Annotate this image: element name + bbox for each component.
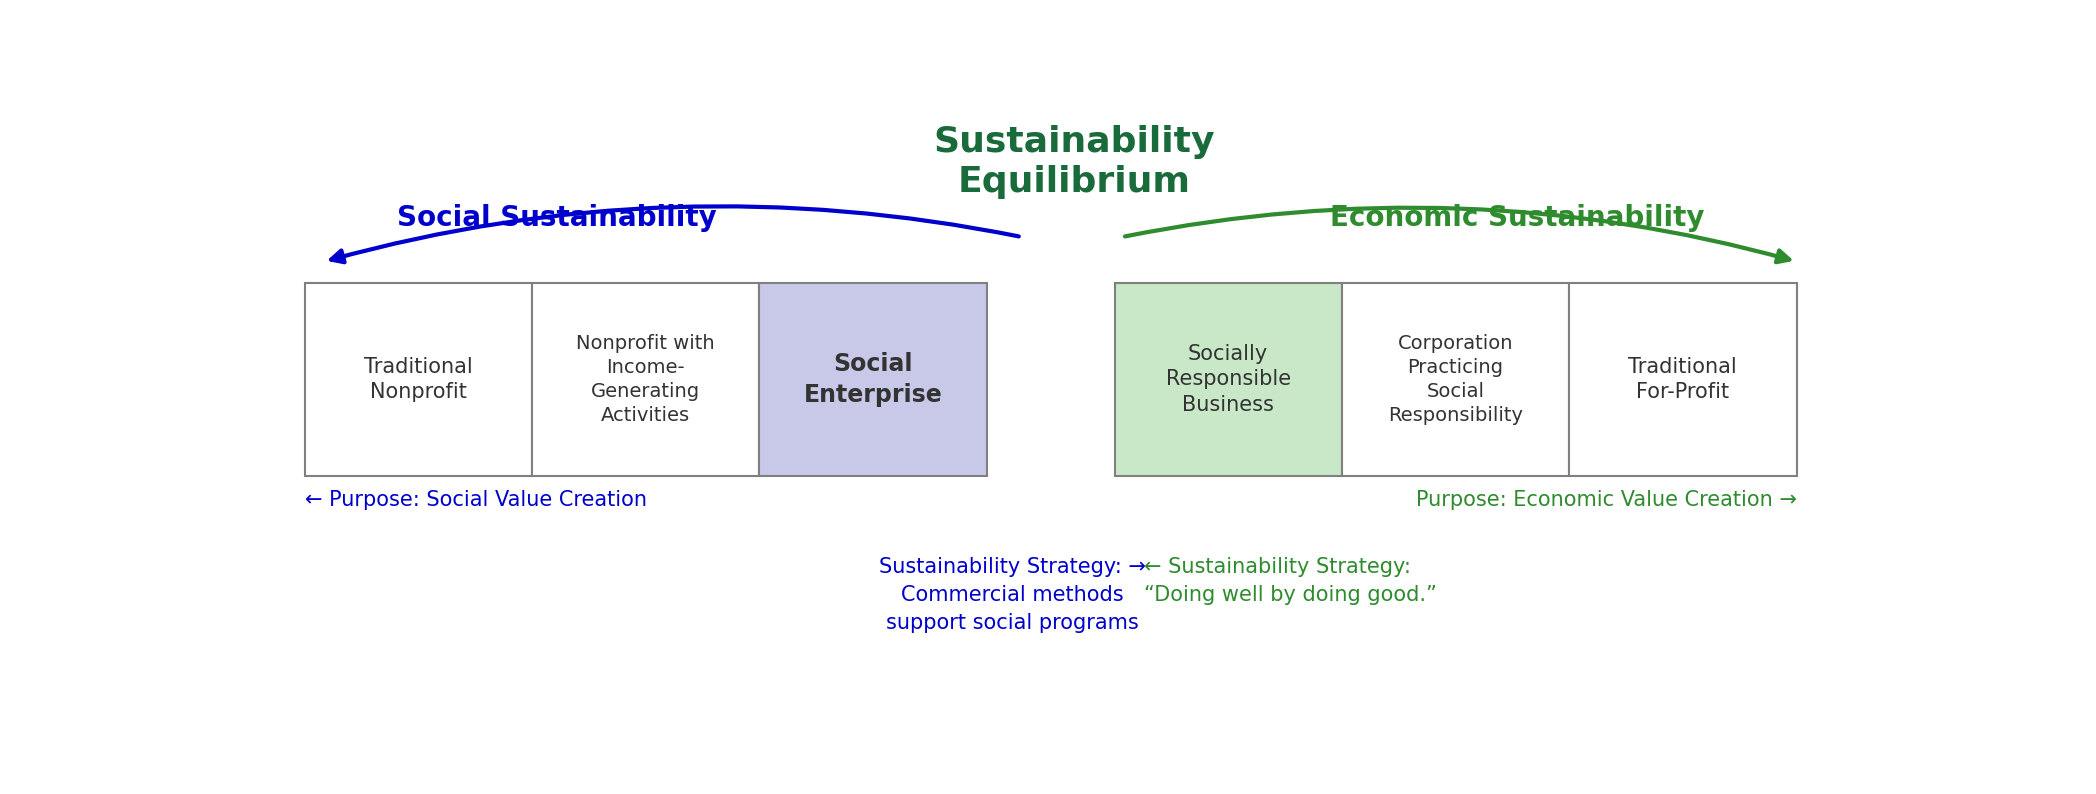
Text: Traditional
Nonprofit: Traditional Nonprofit [365,357,474,403]
Bar [1570,283,1796,476]
Text: Nonprofit with
Income-
Generating
Activities: Nonprofit with Income- Generating Activi… [576,333,715,426]
Bar [1341,283,1570,476]
Text: Purpose: Economic Value Creation →: Purpose: Economic Value Creation → [1415,490,1796,510]
Bar [304,283,532,476]
Text: Economic Sustainability: Economic Sustainability [1331,204,1704,232]
Text: Social Sustainability: Social Sustainability [396,204,717,232]
Bar [532,283,759,476]
Text: Social
Enterprise: Social Enterprise [803,352,943,407]
Text: ← Purpose: Social Value Creation: ← Purpose: Social Value Creation [304,490,648,510]
Text: Sustainability Strategy: →
Commercial methods
support social programs: Sustainability Strategy: → Commercial me… [878,557,1147,633]
Bar [759,283,987,476]
Text: Corporation
Practicing
Social
Responsibility: Corporation Practicing Social Responsibi… [1388,333,1524,426]
Text: Traditional
For-Profit: Traditional For-Profit [1629,357,1738,403]
Text: Socially
Responsible
Business: Socially Responsible Business [1165,344,1291,415]
Text: Sustainability
Equilibrium: Sustainability Equilibrium [933,125,1216,198]
Text: ← Sustainability Strategy:
“Doing well by doing good.”: ← Sustainability Strategy: “Doing well b… [1144,557,1438,604]
Bar [1115,283,1341,476]
